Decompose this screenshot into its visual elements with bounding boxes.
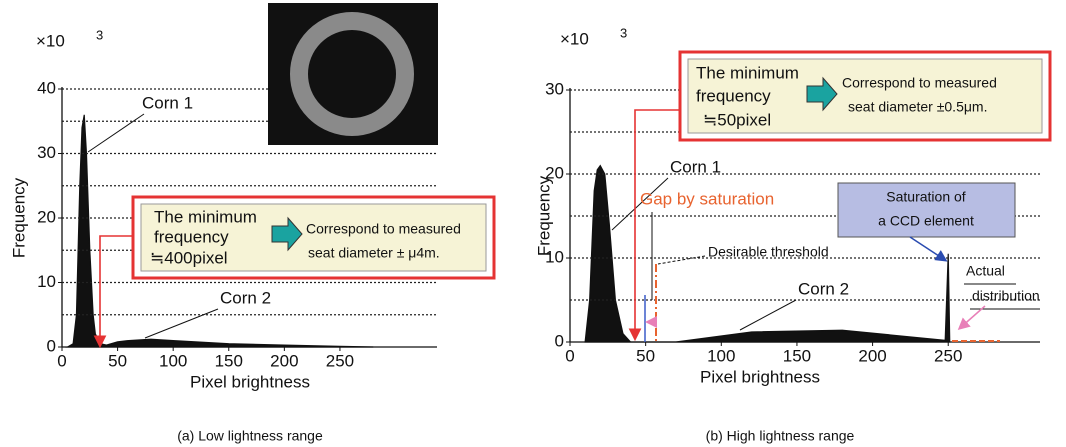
- y-tick-label: 0: [555, 331, 564, 350]
- y-unit: ×10: [36, 31, 65, 50]
- annotation: Corn 1: [670, 157, 721, 176]
- annotation: Corn 1: [142, 93, 193, 112]
- callout-text: Correspond to measured: [306, 221, 461, 237]
- x-tick-label: 100: [707, 346, 735, 365]
- callout-text: ≒50pixel: [703, 110, 771, 129]
- y-axis-label: Frequency: [9, 177, 28, 258]
- annotation: Saturation of: [886, 189, 965, 205]
- y-unit-exp: 3: [96, 27, 103, 42]
- y-tick-label: 20: [545, 163, 564, 182]
- callout-text: The minimum: [696, 63, 799, 82]
- annotation: Corn 2: [220, 288, 271, 307]
- y-unit-exp: 3: [620, 25, 627, 40]
- y-tick-label: 20: [37, 207, 56, 226]
- y-unit: ×10: [560, 29, 589, 48]
- annotation: Gap by saturation: [640, 189, 774, 208]
- annotation: a CCD element: [878, 213, 974, 229]
- x-tick-label: 50: [636, 346, 655, 365]
- annotation: Desirable threshold: [708, 244, 829, 260]
- caption: (b) High lightness range: [706, 428, 855, 444]
- x-axis-label: Pixel brightness: [700, 367, 820, 386]
- callout-text: Correspond to measured: [842, 75, 997, 91]
- saturation-arrow: [910, 237, 945, 260]
- leader: [740, 300, 796, 330]
- callout-text: seat diameter ±0.5μm.: [848, 99, 987, 115]
- y-tick-label: 30: [545, 79, 564, 98]
- x-tick-label: 0: [57, 351, 66, 370]
- x-axis-label: Pixel brightness: [190, 372, 310, 391]
- min-arrow: [635, 110, 680, 338]
- figure: (b) High lightness range 3 ×10 Frequency Pix…: [0, 0, 1066, 447]
- x-tick-label: 150: [783, 346, 811, 365]
- callout-text: seat diameter ± μ4m.: [308, 245, 440, 261]
- callout-text: frequency: [696, 86, 771, 105]
- x-tick-label: 250: [326, 351, 354, 370]
- y-tick-label: 10: [545, 247, 564, 266]
- y-tick-label: 40: [37, 78, 56, 97]
- callout-text: frequency: [154, 227, 229, 246]
- y-tick-label: 10: [37, 272, 56, 291]
- y-tick-label: 0: [47, 336, 56, 355]
- x-tick-label: 200: [858, 346, 886, 365]
- x-tick-label: 250: [934, 346, 962, 365]
- leader: [88, 114, 144, 152]
- x-tick-label: 150: [215, 351, 243, 370]
- x-tick-label: 50: [108, 351, 127, 370]
- x-tick-label: 200: [270, 351, 298, 370]
- min-arrow: [100, 236, 133, 345]
- callout-text: The minimum: [154, 207, 257, 226]
- x-tick-label: 100: [159, 351, 187, 370]
- leader: [145, 309, 218, 338]
- annotation: Corn 2: [798, 279, 849, 298]
- callout-text: ≒400pixel: [150, 248, 228, 267]
- leader: [658, 256, 705, 264]
- caption: (a) Low lightness range: [177, 428, 323, 444]
- y-tick-label: 30: [37, 143, 56, 162]
- annotation: distribution: [972, 288, 1040, 304]
- x-tick-label: 0: [565, 346, 574, 365]
- y-axis-label: Frequency: [534, 175, 553, 256]
- annotation: Actual: [966, 263, 1005, 279]
